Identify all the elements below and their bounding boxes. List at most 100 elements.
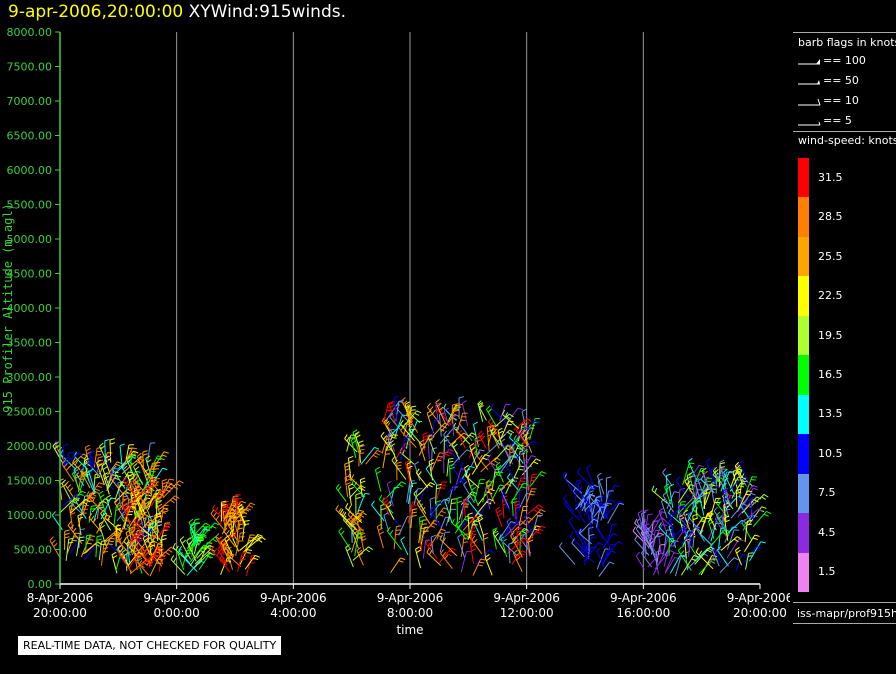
wind-barb-flag bbox=[218, 509, 222, 515]
wind-barb-shaft bbox=[524, 533, 530, 556]
colorbar-segment bbox=[798, 434, 809, 475]
wind-barb-shaft bbox=[472, 424, 479, 447]
wind-barb-flag bbox=[156, 500, 162, 505]
wind-barb bbox=[470, 526, 477, 548]
wind-barb-shaft bbox=[581, 494, 591, 512]
wind-barb-flag bbox=[442, 537, 446, 543]
wind-barb bbox=[500, 420, 514, 439]
wind-barb-shaft bbox=[601, 550, 612, 566]
wind-barb-flag bbox=[385, 420, 390, 426]
wind-barb bbox=[210, 509, 226, 532]
wind-barb-flag bbox=[94, 490, 100, 495]
wind-barb-flag bbox=[376, 523, 382, 528]
wind-barb-flag bbox=[693, 555, 699, 558]
wind-barb-flag bbox=[457, 523, 463, 528]
wind-barb bbox=[529, 471, 547, 487]
wind-barb bbox=[63, 452, 83, 466]
wind-barb-flag bbox=[348, 460, 354, 463]
wind-barb-flag bbox=[123, 465, 128, 470]
wind-barb-shaft bbox=[700, 478, 715, 494]
wind-barb-shaft bbox=[456, 498, 459, 523]
wind-barb-flag bbox=[335, 483, 340, 489]
wind-barb bbox=[699, 494, 705, 516]
wind-barb-shaft bbox=[522, 455, 532, 472]
wind-barb-flag bbox=[404, 401, 410, 405]
wind-barb-flag bbox=[136, 539, 142, 543]
wind-barb-flag bbox=[669, 483, 675, 487]
wind-barb-shaft bbox=[460, 551, 467, 573]
wind-barb-flag bbox=[497, 464, 502, 469]
wind-barb-flag bbox=[159, 492, 165, 495]
wind-barb bbox=[484, 554, 493, 576]
wind-barb bbox=[596, 472, 605, 495]
wind-barb-flag bbox=[79, 536, 85, 539]
wind-barb-shaft bbox=[510, 482, 524, 504]
wind-barb bbox=[117, 480, 123, 506]
wind-barb-flag bbox=[455, 404, 461, 407]
wind-barb-flag bbox=[398, 560, 404, 563]
wind-barb-flag bbox=[518, 555, 524, 558]
wind-barb bbox=[600, 495, 607, 519]
wind-barb bbox=[414, 461, 421, 481]
wind-barb-flag bbox=[190, 521, 195, 526]
wind-barb-flag bbox=[149, 521, 154, 526]
wind-barb-shaft bbox=[694, 547, 709, 562]
wind-barb-flag bbox=[414, 461, 420, 465]
wind-barb-shaft bbox=[606, 541, 619, 557]
wind-barb-shaft bbox=[85, 473, 95, 494]
wind-barb-flag bbox=[586, 464, 591, 469]
wind-barb-flag bbox=[360, 485, 366, 489]
wind-barb bbox=[98, 540, 107, 561]
wind-barb-flag bbox=[212, 504, 216, 510]
wind-barb-shaft bbox=[465, 475, 480, 489]
colorbar-label: 22.5 bbox=[818, 289, 843, 303]
wind-barb-flag bbox=[539, 473, 545, 477]
barb-label-100: == 100 bbox=[823, 54, 866, 67]
wind-barb bbox=[726, 529, 740, 550]
wind-barb bbox=[65, 537, 74, 561]
wind-barb-shaft bbox=[636, 521, 649, 540]
wind-barb-flag bbox=[415, 546, 421, 550]
wind-barb-shaft bbox=[691, 475, 697, 499]
wind-barb-flag bbox=[133, 549, 139, 553]
wind-barb bbox=[605, 500, 624, 517]
wind-barb-flag bbox=[345, 544, 350, 548]
wind-barb-flag bbox=[480, 558, 486, 561]
wind-barb-flag bbox=[389, 428, 395, 431]
wind-barb-shaft bbox=[460, 500, 465, 525]
wind-barb-shaft bbox=[498, 538, 517, 556]
wind-barb-flag bbox=[396, 461, 402, 464]
wind-barb-flag bbox=[71, 500, 77, 504]
wind-barb bbox=[521, 408, 527, 430]
wind-barb-shaft bbox=[695, 527, 706, 542]
wind-barb bbox=[691, 474, 701, 499]
wind-barb-flag bbox=[528, 516, 533, 521]
wind-barb-flag bbox=[733, 557, 739, 561]
wind-barb bbox=[680, 555, 699, 576]
wind-barb bbox=[738, 490, 753, 510]
wind-barb-flag bbox=[451, 502, 457, 504]
wind-barb bbox=[72, 457, 88, 478]
wind-barb bbox=[720, 470, 735, 492]
wind-barb bbox=[730, 503, 749, 519]
wind-barb-flag bbox=[148, 485, 154, 489]
wind-barb bbox=[109, 473, 124, 494]
wind-barb-flag bbox=[535, 506, 541, 511]
wind-barb-flag bbox=[356, 547, 362, 551]
wind-barb-shaft bbox=[235, 532, 241, 556]
wind-barb bbox=[419, 515, 425, 540]
wind-barb-flag bbox=[401, 481, 407, 485]
y-tick-label: 3000.00 bbox=[7, 371, 53, 384]
colorbar-label: 1.5 bbox=[818, 565, 836, 579]
wind-barb bbox=[393, 395, 399, 422]
wind-barb bbox=[460, 499, 469, 525]
wind-barb-flag bbox=[526, 436, 531, 440]
wind-barb-flag bbox=[376, 470, 382, 475]
wind-barb bbox=[439, 531, 451, 553]
wind-barb bbox=[515, 426, 527, 445]
wind-barb-shaft bbox=[578, 490, 593, 508]
wind-barb-flag bbox=[74, 460, 79, 466]
wind-barb bbox=[736, 466, 744, 486]
wind-barb-flag bbox=[575, 502, 580, 507]
wind-barb-flag bbox=[207, 551, 213, 555]
